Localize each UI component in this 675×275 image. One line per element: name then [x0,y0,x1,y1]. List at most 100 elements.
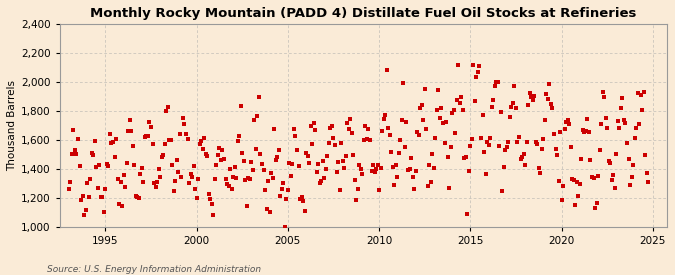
Point [82,181,92,185]
Point [395,138,406,142]
Point [453,63,464,67]
Point [429,166,439,170]
Point [321,167,331,172]
Point [450,130,460,135]
Point [345,117,356,121]
Point [524,91,535,95]
Point [521,140,532,144]
Point [188,164,199,168]
Point [77,194,88,199]
Point [254,94,265,99]
Point [472,70,483,74]
Point [170,179,181,183]
Point [292,148,302,152]
Point [425,180,436,184]
Point [119,185,130,189]
Point [91,165,102,170]
Point [323,141,334,145]
Point [614,126,625,130]
Point [390,163,401,167]
Point [360,124,371,128]
Point [437,121,448,125]
Point [529,94,539,98]
Point [357,172,368,177]
Point [489,84,500,88]
Point [286,174,296,178]
Point [605,161,616,165]
Point [153,167,164,171]
Point [593,174,603,179]
Point [600,115,611,120]
Point [551,153,562,157]
Point [456,95,466,99]
Point [578,128,589,132]
Point [191,196,202,200]
Point [512,140,523,144]
Point [576,157,587,161]
Point [272,155,283,159]
Point [317,159,328,164]
Point [68,127,79,132]
Point [185,172,196,176]
Point [421,127,431,131]
Point [165,138,176,142]
Point [152,180,163,184]
Point [624,183,635,187]
Point [113,202,124,207]
Point [196,139,207,143]
Point [238,159,249,163]
Point [387,165,398,170]
Point [88,153,99,157]
Point [281,197,292,202]
Point [503,140,514,144]
Point [538,137,549,141]
Point [381,68,392,72]
Point [146,125,157,129]
Point [502,145,512,150]
Point [637,108,647,112]
Point [639,90,649,94]
Point [164,137,175,142]
Point [448,108,459,112]
Point [123,129,134,133]
Point [383,126,394,131]
Point [413,133,424,138]
Point [194,141,205,146]
Point [215,158,226,163]
Point [363,126,374,131]
Point [144,120,155,124]
Point [255,152,266,156]
Point [203,192,214,196]
Point [532,141,543,146]
Point [182,137,193,142]
Point [396,118,407,122]
Point [181,131,192,136]
Point [273,148,284,153]
Point [159,142,170,146]
Point [594,148,605,153]
Point [63,187,74,192]
Point [458,108,468,112]
Point [86,151,97,155]
Point [380,112,391,117]
Point [584,130,595,134]
Point [132,195,142,200]
Point [447,110,458,115]
Point [555,130,566,134]
Point [582,117,593,121]
Point [572,180,583,184]
Point [611,152,622,156]
Point [107,140,118,144]
Point [366,169,377,173]
Point [460,155,471,159]
Point [470,98,481,103]
Point [211,163,222,167]
Point [580,129,591,133]
Point [466,137,477,141]
Point [89,139,100,143]
Point [410,169,421,173]
Point [559,126,570,131]
Point [205,197,216,201]
Point [134,196,144,200]
Point [346,131,357,135]
